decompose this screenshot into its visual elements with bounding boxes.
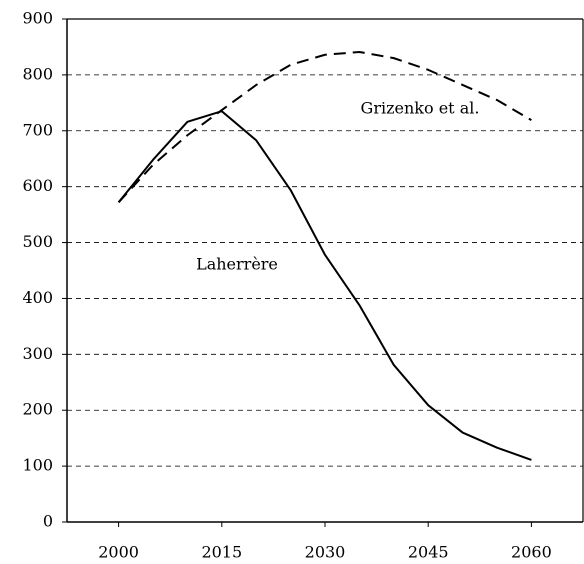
y-tick-label: 200 — [22, 400, 53, 419]
y-tick-label: 0 — [43, 512, 53, 531]
y-tick-label: 400 — [22, 288, 53, 307]
y-tick-label: 100 — [22, 456, 53, 475]
y-tick-label: 600 — [22, 176, 53, 195]
x-tick-label: 2060 — [511, 543, 552, 562]
line-series — [117, 110, 532, 461]
x-tick-label: 2000 — [98, 543, 139, 562]
y-tick-label: 300 — [22, 344, 53, 363]
series-annotation: Grizenko et al. — [361, 99, 480, 118]
series-annotation: Laherrère — [196, 255, 278, 274]
y-tick-label: 500 — [22, 232, 53, 251]
x-tick-label: 2045 — [408, 543, 449, 562]
x-tick-label: 2015 — [201, 543, 242, 562]
y-tick-label: 900 — [22, 9, 53, 28]
x-tick-label: 2030 — [305, 543, 346, 562]
y-tick-label: 800 — [22, 64, 53, 83]
y-tick-label: 700 — [22, 120, 53, 139]
line-series — [117, 50, 532, 203]
